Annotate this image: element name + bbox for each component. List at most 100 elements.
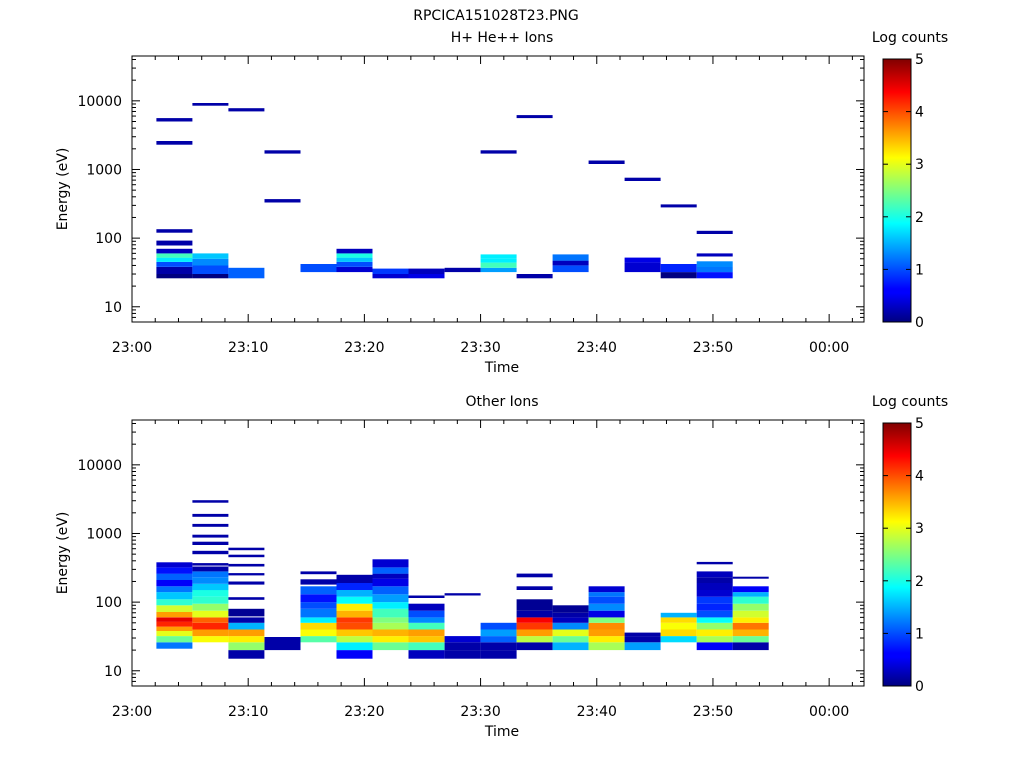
heatmap-cell (228, 267, 265, 279)
heatmap-cell (516, 274, 553, 279)
heatmap-cell (696, 596, 733, 604)
heatmap-cell (732, 629, 769, 637)
heatmap-cell (336, 257, 373, 262)
heatmap-cell (156, 229, 193, 233)
heatmap-cell (156, 642, 193, 649)
heatmap-cell (228, 629, 265, 637)
heatmap-cell (408, 595, 445, 598)
heatmap-cell (696, 629, 733, 637)
heatmap-cell (156, 631, 193, 637)
colorbar-label: Log counts (872, 30, 948, 46)
heatmap-cell (372, 578, 409, 587)
panel-title: H+ He++ Ions (451, 30, 554, 46)
heatmap-cell (624, 257, 661, 263)
heatmap-cell (156, 626, 193, 631)
x-tick-label: 00:00 (809, 704, 849, 720)
heatmap-cell (228, 108, 265, 112)
y-tick-label: 100 (95, 595, 122, 611)
heatmap-cell (444, 636, 481, 643)
heatmap-cell (732, 636, 769, 643)
heatmap-cell (408, 622, 445, 630)
y-tick-label: 10 (104, 300, 122, 316)
heatmap-cell (480, 650, 517, 659)
x-tick-label: 23:50 (693, 704, 733, 720)
heatmap-cell (300, 571, 337, 575)
heatmap-cell (264, 637, 301, 651)
heatmap-cell (480, 258, 517, 263)
heatmap-cell (696, 230, 733, 234)
heatmap-cell (696, 261, 733, 267)
plot-frame (131, 419, 865, 687)
heatmap-cell (516, 636, 553, 643)
heatmap-cell (228, 622, 265, 630)
heatmap-cell (228, 642, 265, 651)
heatmap-cell (516, 115, 553, 119)
x-tick-label: 23:50 (693, 340, 733, 356)
heatmap-cell (156, 573, 193, 580)
heatmap-cell (444, 642, 481, 651)
heatmap-cell (480, 642, 517, 651)
heatmap-cell (372, 268, 409, 274)
heatmap-cells (156, 103, 733, 279)
heatmap-cell (624, 632, 661, 637)
heatmap-cell (192, 523, 229, 527)
heatmap-cell (228, 581, 265, 585)
y-tick-label: 100 (95, 231, 122, 247)
y-tick-label: 1000 (86, 526, 122, 542)
heatmap-cell (516, 586, 553, 590)
heatmap-cell (300, 636, 337, 643)
heatmap-cell (192, 603, 229, 611)
heatmap-cell (624, 636, 661, 643)
heatmap-cell (696, 642, 733, 651)
heatmap-cell (444, 267, 481, 273)
x-tick-label: 23:00 (112, 340, 152, 356)
heatmap-cell (624, 262, 661, 273)
heatmap-cell (228, 554, 265, 558)
y-tick-label: 10000 (77, 458, 122, 474)
heatmap-cell (408, 636, 445, 643)
heatmap-cell (192, 566, 229, 572)
heatmap-cell (228, 563, 265, 567)
heatmap-cell (516, 642, 553, 651)
heatmap-cell (156, 611, 193, 618)
heatmap-cell (228, 636, 265, 643)
heatmap-cell (552, 629, 589, 637)
x-tick-label: 23:10 (228, 340, 268, 356)
heatmap-cell (156, 261, 193, 267)
heatmap-cell (372, 636, 409, 643)
heatmap-cell (552, 260, 589, 266)
heatmap-cell (156, 605, 193, 612)
heatmap-cell (480, 150, 517, 154)
heatmap-cell (732, 596, 769, 604)
colorbar (882, 422, 912, 687)
heatmap-cell (336, 642, 373, 651)
x-tick-label: 23:40 (577, 340, 617, 356)
heatmap-cell (696, 590, 733, 597)
colorbar (882, 58, 912, 323)
x-tick-label: 00:00 (809, 340, 849, 356)
y-axis-label: Energy (eV) (55, 148, 71, 231)
heatmap-cell (372, 642, 409, 651)
figure-title: RPCICA151028T23.PNG (413, 8, 578, 24)
heatmap-cell (372, 602, 409, 609)
heatmap-cell (228, 597, 265, 600)
heatmap-cell (156, 592, 193, 600)
heatmap-cell (372, 274, 409, 279)
colorbar-tick-label: 0 (915, 679, 924, 695)
heatmap-cell (156, 636, 193, 643)
heatmap-cell (192, 636, 229, 643)
colorbar-label: Log counts (872, 394, 948, 410)
heatmap-cell (444, 650, 481, 659)
heatmap-cell (408, 617, 445, 623)
heatmap-cell (300, 617, 337, 623)
heatmap-cell (732, 586, 769, 593)
heatmap-cell (192, 550, 229, 555)
heatmap-cell (696, 272, 733, 279)
heatmap-cell (516, 573, 553, 578)
heatmap-cell (660, 617, 697, 623)
heatmap-cell (624, 642, 661, 651)
heatmap-cell (480, 629, 517, 637)
heatmap-cell (192, 622, 229, 630)
heatmap-cell (732, 642, 769, 651)
heatmap-cell (192, 596, 229, 604)
